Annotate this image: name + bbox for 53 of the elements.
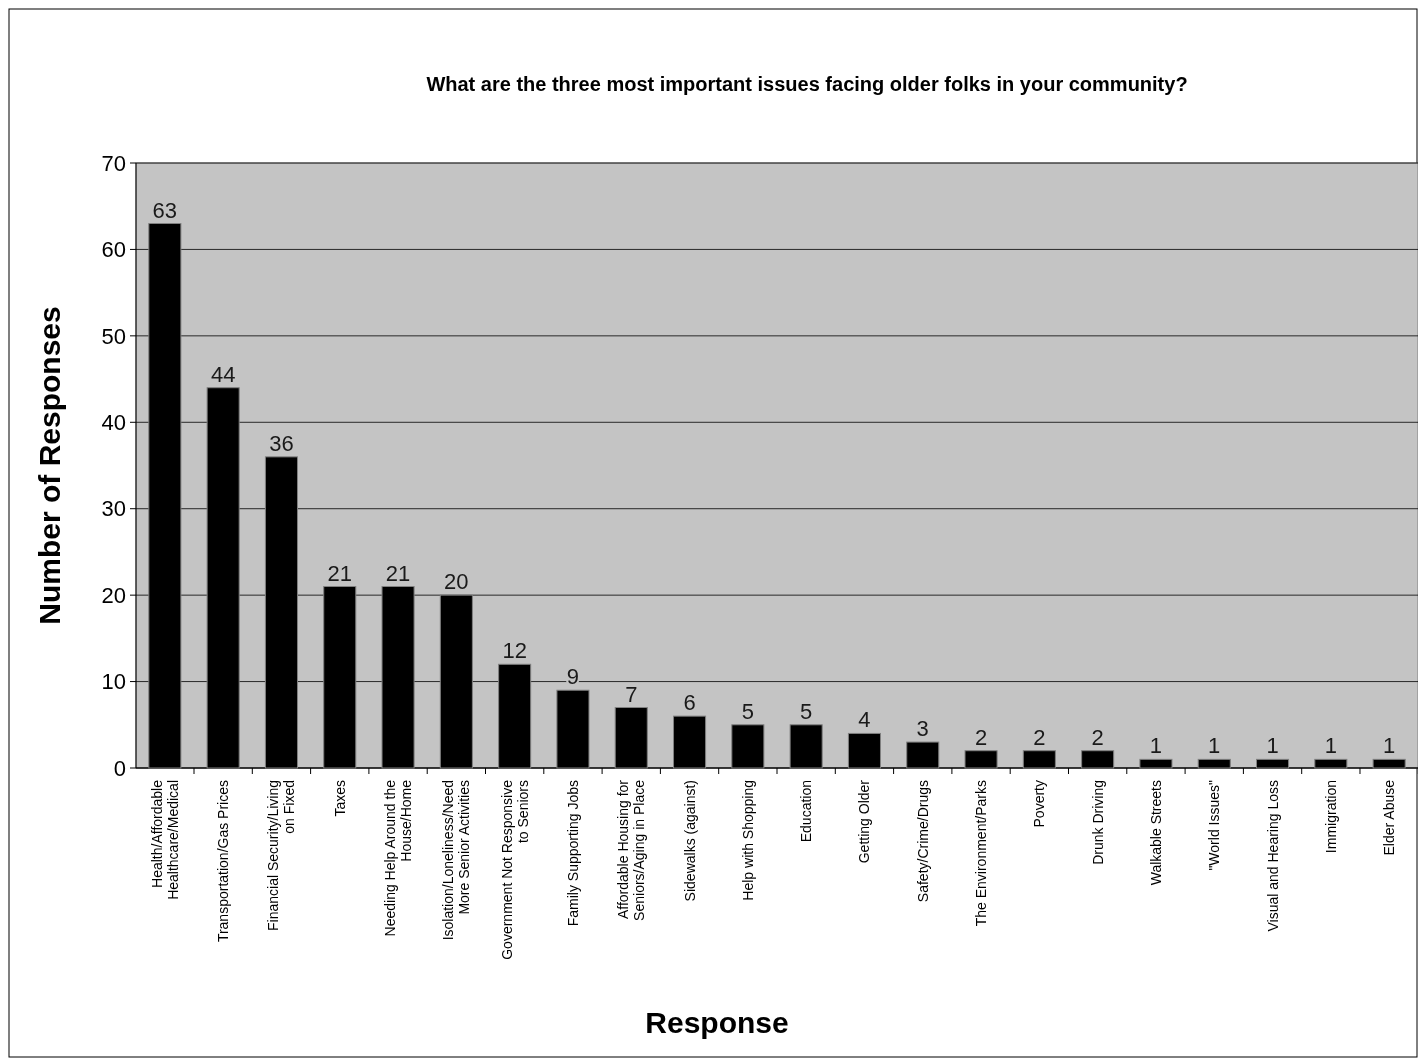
data-label: 1 bbox=[1208, 733, 1221, 759]
y-tick-label: 40 bbox=[101, 409, 126, 435]
x-tick-label: Safety/Crime/Drugs bbox=[914, 780, 931, 903]
data-label: 1 bbox=[1324, 733, 1337, 759]
y-tick-label: 10 bbox=[101, 669, 126, 695]
data-label: 21 bbox=[385, 560, 411, 586]
x-tick-label: Taxes bbox=[331, 780, 348, 817]
y-tick-label: 70 bbox=[101, 150, 126, 176]
data-label: 5 bbox=[800, 698, 813, 724]
x-tick-label: Immigration bbox=[1322, 780, 1339, 854]
x-tick-label: Drunk Driving bbox=[1089, 780, 1106, 865]
data-label: 4 bbox=[858, 707, 871, 733]
data-label: 2 bbox=[974, 724, 988, 750]
data-label: 1 bbox=[1383, 733, 1396, 759]
data-label: 12 bbox=[502, 638, 527, 664]
data-label: 2 bbox=[1091, 724, 1104, 750]
x-tick-label: Health/Affordable Healthcare/Medical bbox=[148, 779, 181, 900]
data-label: 7 bbox=[625, 681, 638, 707]
x-tick-label: Isolation/Loneliness/Need More Senior Activities bbox=[440, 780, 473, 941]
y-tick-label: 0 bbox=[113, 755, 126, 781]
x-tick-label: Visual and Hearing Loss bbox=[1264, 780, 1281, 932]
y-tick-label: 60 bbox=[101, 237, 126, 263]
x-tick-label: Education bbox=[798, 780, 815, 843]
data-label: 1 bbox=[1266, 733, 1279, 759]
y-tick-label: 30 bbox=[101, 496, 126, 522]
data-label: 44 bbox=[210, 361, 236, 387]
x-tick-label: Help with Shopping bbox=[739, 780, 756, 901]
chart-title: What are the three most important issues facing older folks in your community? bbox=[426, 73, 1188, 95]
data-label: 20 bbox=[444, 569, 469, 595]
x-tick-label: Sidewalks (against) bbox=[681, 780, 698, 902]
data-label: 36 bbox=[269, 430, 294, 456]
data-label: 6 bbox=[683, 690, 696, 716]
x-tick-label: Needing Help Around the House/Home bbox=[382, 779, 415, 937]
x-tick-label: Government Not Responsive to Seniors bbox=[498, 779, 531, 960]
data-label: 5 bbox=[741, 698, 754, 724]
y-axis-title: Number of Responses bbox=[33, 306, 66, 625]
x-tick-label: Poverty bbox=[1031, 780, 1048, 828]
data-label: 3 bbox=[916, 716, 929, 742]
x-tick-label: Family Supporting Jobs bbox=[564, 780, 581, 927]
x-tick-label: Walkable Streets bbox=[1147, 780, 1164, 886]
data-label: 21 bbox=[327, 560, 352, 586]
x-tick-label: Getting Older bbox=[856, 779, 873, 864]
x-axis-title: Response bbox=[645, 1006, 789, 1039]
data-label: 2 bbox=[1033, 724, 1046, 750]
y-tick-label: 50 bbox=[101, 323, 126, 349]
x-tick-label: Transportation/Gas Prices bbox=[215, 780, 232, 943]
x-tick-label: Elder Abuse bbox=[1381, 779, 1398, 856]
data-label: 63 bbox=[152, 197, 178, 223]
x-tick-label: "World Issues" bbox=[1206, 779, 1223, 871]
x-tick-label: Financial Security/Living on Fixed bbox=[265, 780, 298, 931]
x-tick-label: The Environment/Parks bbox=[973, 780, 990, 927]
data-label: 1 bbox=[1149, 733, 1163, 759]
y-tick-label: 20 bbox=[101, 582, 126, 608]
